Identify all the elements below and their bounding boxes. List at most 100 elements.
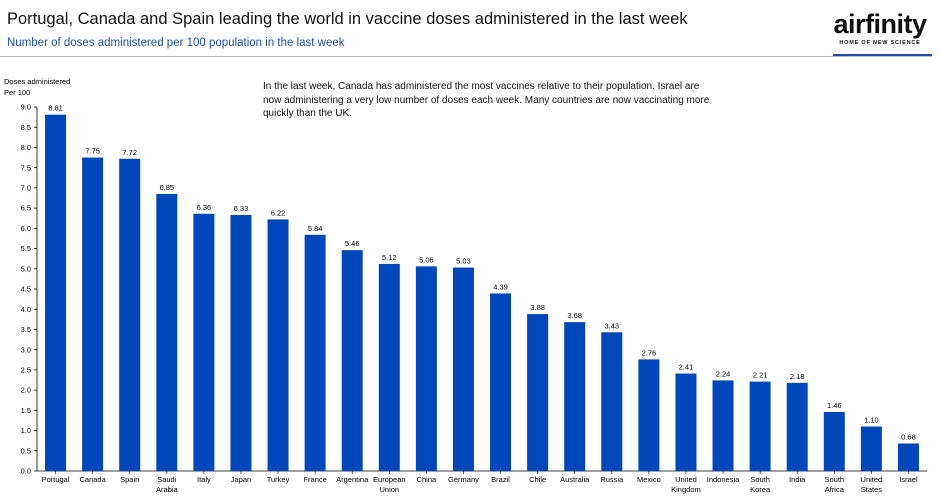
x-tick-label: Brazil [491,475,510,484]
y-tick-label: 1.0 [21,426,31,435]
y-tick-label: 4.5 [21,285,31,294]
data-label: 6.22 [271,208,286,217]
x-tick-label: Portugal [42,475,70,484]
bar [490,293,512,471]
data-label: 0.68 [901,432,916,441]
y-tick-label: 2.0 [21,386,31,395]
data-label: 2.24 [716,369,731,378]
x-tick-label: Canada [79,475,106,484]
chart-title: Portugal, Canada and Spain leading the w… [7,10,688,28]
data-label: 7.75 [85,147,100,156]
y-tick-label: 6.0 [21,224,31,233]
y-tick-label: 8.5 [21,123,31,132]
data-label: 6.33 [234,204,249,213]
data-label: 5.46 [345,239,360,248]
data-label: 2.41 [679,363,694,372]
brand-logo: airfinity HOME OF NEW SCIENCE [828,10,932,46]
data-label: 8.81 [48,104,63,113]
x-tick-label: Korea [750,485,771,494]
bar [415,266,437,471]
data-label: 1.46 [827,401,842,410]
x-tick-label: Chile [529,475,546,484]
bar [601,332,623,471]
bar [341,250,363,471]
x-tick-label: Argentina [336,475,369,484]
x-tick-label: South [824,475,844,484]
x-tick-label: Germany [448,475,479,484]
x-tick-label: European [373,475,406,484]
x-tick-label: Union [379,485,399,494]
data-label: 5.84 [308,224,323,233]
y-tick-label: 3.0 [21,345,31,354]
header-divider [0,56,932,57]
y-tick-label: 2.5 [21,365,31,374]
data-label: 3.88 [530,303,545,312]
y-tick-label: 8.0 [21,143,31,152]
data-label: 5.12 [382,253,397,262]
bar [267,219,289,471]
data-label: 4.39 [493,282,508,291]
bar [638,359,660,471]
y-axis-label: Doses administered Per 100 [4,76,84,98]
chart-subtitle: Number of doses administered per 100 pop… [7,37,345,49]
x-tick-label: Indonesia [707,475,740,484]
x-tick-label: Kingdom [671,485,701,494]
data-label: 3.43 [604,321,619,330]
data-label: 3.68 [567,311,582,320]
bar [749,381,771,471]
x-tick-label: States [861,485,883,494]
bar [82,157,104,472]
x-tick-label: Australia [560,475,590,484]
bar [675,373,697,471]
x-tick-label: United [861,475,883,484]
y-axis-label-line-1: Doses administered [4,77,71,86]
bar [527,314,549,471]
data-label: 6.36 [197,203,212,212]
bar [119,158,141,471]
brand-tagline: HOME OF NEW SCIENCE [839,40,921,46]
x-tick-label: Arabia [156,485,179,494]
y-tick-label: 4.0 [21,305,31,314]
x-tick-label: Russia [600,475,624,484]
x-tick-label: South [750,475,770,484]
data-label: 6.85 [159,183,174,192]
x-tick-label: Japan [231,475,251,484]
x-tick-label: France [303,475,326,484]
bar [45,114,67,471]
x-tick-label: Mexico [637,475,661,484]
x-tick-label: Africa [825,485,845,494]
bar [712,380,734,471]
bar [564,322,586,471]
bar [860,426,882,471]
x-tick-label: United [675,475,697,484]
y-tick-label: 3.5 [21,325,31,334]
x-tick-label: China [417,475,437,484]
y-axis-label-line-2: Per 100 [4,88,31,97]
bar [193,213,215,472]
bar [230,214,252,471]
y-tick-label: 5.5 [21,244,31,253]
brand-underline [833,54,932,56]
y-tick-label: 0.0 [21,467,31,476]
data-label: 2.76 [642,348,657,357]
y-tick-label: 7.0 [21,183,31,192]
data-label: 2.21 [753,371,768,380]
x-tick-label: India [789,475,806,484]
data-label: 5.03 [456,257,471,266]
bar [304,234,326,471]
y-tick-label: 7.5 [21,163,31,172]
y-tick-label: 1.5 [21,406,31,415]
y-tick-label: 5.0 [21,264,31,273]
x-tick-label: Saudi [157,475,177,484]
chart-annotation: In the last week, Canada has administere… [263,81,710,119]
x-tick-label: Turkey [267,475,290,484]
brand-name: airfinity [833,9,927,39]
bar [897,443,919,471]
bar [823,411,845,471]
y-tick-label: 6.5 [21,204,31,213]
x-tick-label: Spain [120,475,139,484]
bar [378,263,400,471]
y-tick-label: 9.0 [21,103,31,112]
bar [786,382,808,471]
